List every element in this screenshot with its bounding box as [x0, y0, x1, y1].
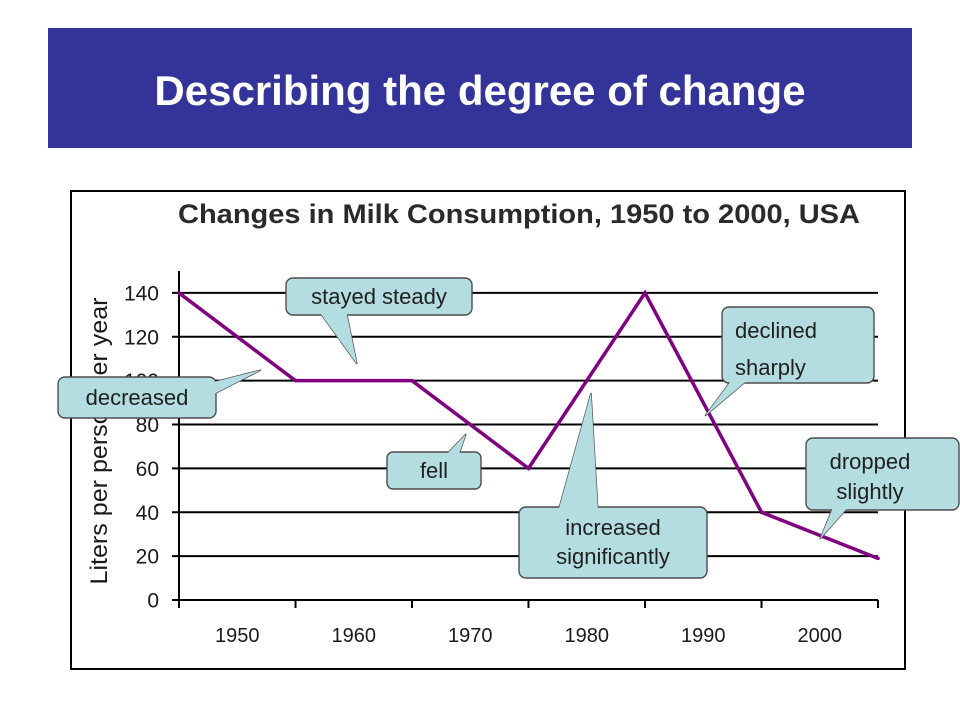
- callout-box: [57, 376, 217, 419]
- chart-title: Changes in Milk Consumption, 1950 to 200…: [178, 199, 860, 229]
- y-tick-label: 140: [124, 282, 159, 305]
- plot-area: [177, 289, 880, 561]
- callout-pointer-fill: [558, 393, 598, 512]
- callout-box: [805, 437, 960, 511]
- y-tick-label: 20: [136, 546, 159, 569]
- callout-text-line-2: slightly: [836, 479, 903, 504]
- callout-box: [518, 506, 708, 579]
- callout-declined-sharply: declined sharply: [704, 306, 875, 417]
- callout-text-line-2: sharply: [735, 355, 806, 380]
- callout-pointer-fill: [820, 505, 850, 539]
- callout-pointer-fill: [210, 370, 261, 396]
- callout-pointer-fill: [318, 310, 357, 364]
- data-point: [876, 556, 880, 561]
- y-tick-label: 40: [136, 502, 159, 525]
- callout-decreased: decreased: [57, 369, 262, 419]
- data-point: [410, 378, 414, 383]
- data-point: [293, 378, 298, 383]
- callout-pointer-fill: [444, 434, 466, 457]
- slide-title: Describing the degree of change: [154, 67, 806, 114]
- callout-box: [285, 277, 473, 316]
- callout-text-line-1: increased: [565, 515, 660, 540]
- x-tick-label: 1950: [215, 625, 260, 647]
- callout-text-line-1: dropped: [830, 449, 911, 474]
- chart-frame: [70, 190, 906, 670]
- data-point: [526, 466, 531, 471]
- data-point: [177, 291, 181, 295]
- x-tick-label: 2000: [798, 625, 843, 647]
- y-tick-label: 120: [124, 326, 159, 349]
- callout-stayed-steady: stayed steady: [285, 277, 473, 365]
- data-point: [759, 510, 764, 515]
- y-tick-label: 0: [147, 590, 159, 613]
- callout-text: decreased: [86, 385, 189, 410]
- callout-increased-significantly: increased significantly: [518, 392, 708, 579]
- callout-text: fell: [420, 458, 448, 483]
- y-axis-label: Liters per person per year: [86, 298, 113, 585]
- title-banner: Describing the degree of change: [48, 28, 912, 148]
- x-tick-label: 1980: [565, 625, 610, 647]
- x-tick-label: 1990: [681, 625, 726, 647]
- callout-dropped-slightly: dropped slightly: [805, 437, 960, 540]
- y-tick-label: 60: [136, 458, 159, 481]
- callout-text-line-2: significantly: [556, 544, 670, 569]
- data-point: [643, 291, 647, 295]
- x-tick-label: 1960: [332, 625, 377, 647]
- callout-text: stayed steady: [311, 284, 447, 309]
- axes: [172, 271, 879, 608]
- callout-box: [386, 451, 482, 490]
- callout-pointer-fill: [705, 378, 750, 416]
- tick-labels: 0204060801001201401950196019701980199020…: [124, 282, 842, 647]
- y-tick-label: 80: [136, 414, 159, 437]
- callout-box: [721, 306, 875, 384]
- callout-text-line-1: declined: [735, 318, 817, 343]
- callout-fell: fell: [386, 433, 482, 490]
- x-tick-label: 1970: [448, 625, 493, 647]
